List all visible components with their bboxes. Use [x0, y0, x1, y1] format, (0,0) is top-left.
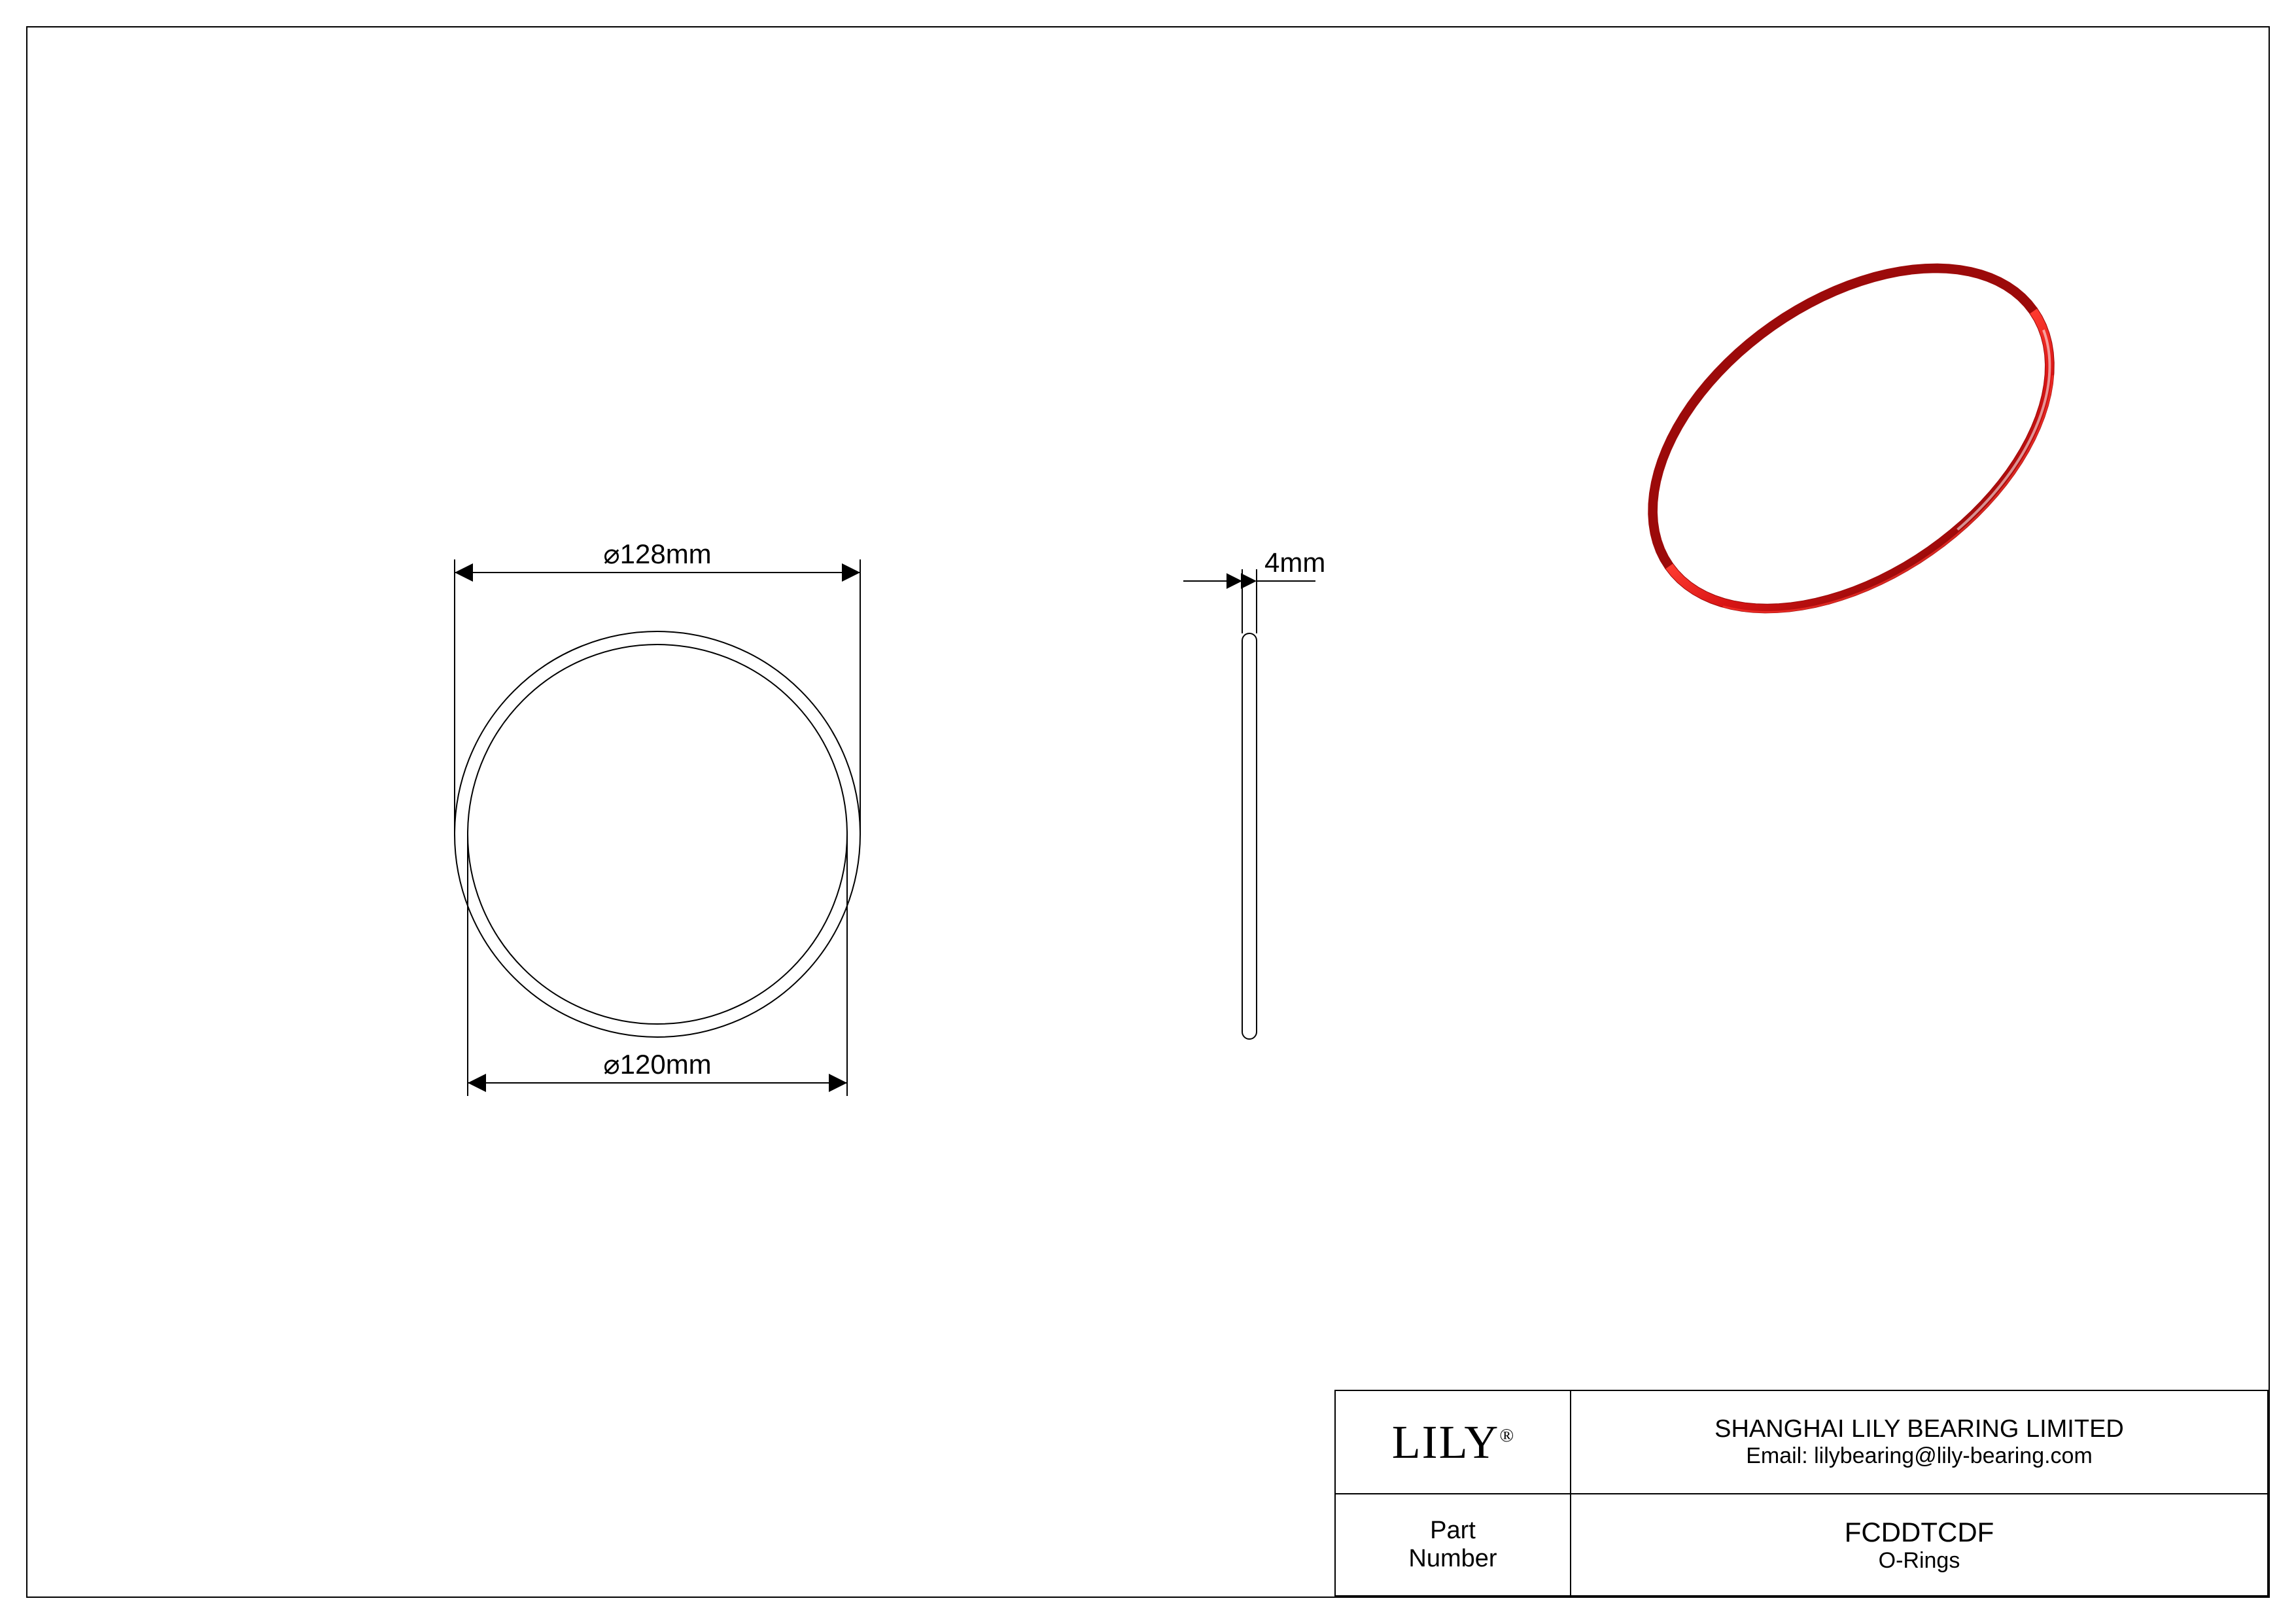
logo-name: LILY	[1392, 1416, 1500, 1468]
part-label-line2: Number	[1408, 1545, 1497, 1573]
company-name: SHANGHAI LILY BEARING LIMITED	[1714, 1415, 2124, 1443]
part-label-cell: Part Number	[1336, 1494, 1571, 1595]
svg-text:4mm: 4mm	[1264, 547, 1325, 578]
drawing-page: ⌀128mm ⌀120mm 4mm LILY® SHANGHAI LILY BEAR…	[0, 0, 2296, 1624]
logo-registered: ®	[1499, 1425, 1514, 1446]
company-cell: SHANGHAI LILY BEARING LIMITED Email: lil…	[1571, 1391, 2267, 1493]
title-block-row-bottom: Part Number FCDDTCDF O-Rings	[1336, 1493, 2267, 1595]
logo-cell: LILY®	[1336, 1391, 1571, 1493]
svg-text:⌀120mm: ⌀120mm	[603, 1049, 711, 1080]
company-email: Email: lilybearing@lily-bearing.com	[1746, 1443, 2093, 1469]
part-label-line1: Part	[1430, 1517, 1476, 1545]
technical-svg: ⌀128mm ⌀120mm 4mm	[0, 0, 2296, 1624]
logo-text: LILY®	[1392, 1415, 1514, 1470]
svg-text:⌀128mm: ⌀128mm	[603, 538, 711, 569]
product-name: O-Rings	[1879, 1548, 1960, 1574]
title-block: LILY® SHANGHAI LILY BEARING LIMITED Emai…	[1334, 1390, 2269, 1597]
part-number: FCDDTCDF	[1845, 1517, 1994, 1548]
part-number-cell: FCDDTCDF O-Rings	[1571, 1494, 2267, 1595]
title-block-row-top: LILY® SHANGHAI LILY BEARING LIMITED Emai…	[1336, 1391, 2267, 1493]
